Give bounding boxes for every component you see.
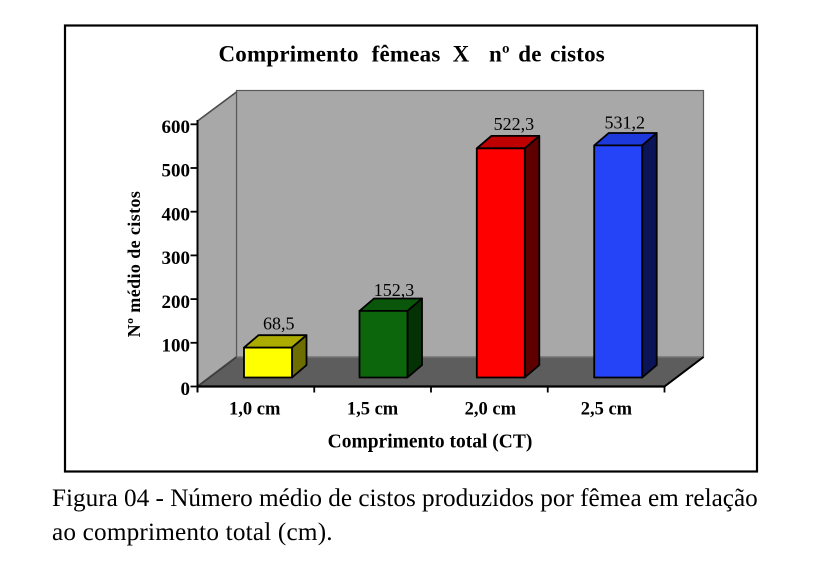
svg-text:1,5 cm: 1,5 cm (347, 400, 399, 420)
svg-text:152,3: 152,3 (374, 280, 415, 300)
svg-text:500: 500 (162, 161, 191, 182)
svg-text:2,0 cm: 2,0 cm (465, 400, 517, 420)
svg-text:0: 0 (181, 379, 191, 400)
svg-text:300: 300 (162, 248, 191, 269)
svg-text:Comprimento fêmeas: Comprimento fêmeas (219, 42, 441, 67)
svg-text:1,0 cm: 1,0 cm (229, 400, 281, 420)
svg-text:200: 200 (162, 292, 191, 313)
svg-text:600: 600 (162, 117, 191, 138)
svg-text:531,2: 531,2 (604, 112, 645, 132)
svg-text:ao comprimento total (cm).: ao comprimento total (cm). (52, 519, 333, 546)
svg-text:400: 400 (162, 204, 191, 225)
svg-text:Figura 04 - Número médio de ci: Figura 04 - Número médio de cistos produ… (52, 485, 758, 512)
svg-text:X: X (453, 42, 470, 67)
svg-text:2,5 cm: 2,5 cm (581, 400, 633, 420)
svg-text:nº de cistos: nº de cistos (489, 42, 605, 67)
svg-text:100: 100 (162, 336, 191, 357)
svg-text:68,5: 68,5 (263, 313, 295, 333)
svg-text:522,3: 522,3 (494, 114, 535, 134)
svg-text:Comprimento total (CT): Comprimento total (CT) (328, 432, 533, 453)
svg-text:Nº médio de cistos: Nº médio de cistos (124, 191, 144, 338)
